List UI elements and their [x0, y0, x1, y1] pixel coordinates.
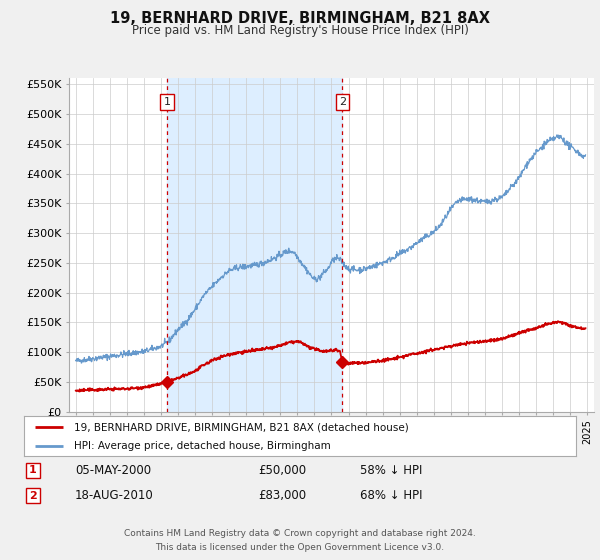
Text: 05-MAY-2000: 05-MAY-2000: [75, 464, 151, 477]
Text: 58% ↓ HPI: 58% ↓ HPI: [360, 464, 422, 477]
Text: Price paid vs. HM Land Registry's House Price Index (HPI): Price paid vs. HM Land Registry's House …: [131, 24, 469, 37]
Text: HPI: Average price, detached house, Birmingham: HPI: Average price, detached house, Birm…: [74, 441, 331, 451]
Text: 18-AUG-2010: 18-AUG-2010: [75, 489, 154, 502]
Text: 19, BERNHARD DRIVE, BIRMINGHAM, B21 8AX (detached house): 19, BERNHARD DRIVE, BIRMINGHAM, B21 8AX …: [74, 422, 409, 432]
Text: 1: 1: [164, 97, 170, 107]
Bar: [167, 78, 342, 412]
Text: 1: 1: [29, 465, 37, 475]
Text: 68% ↓ HPI: 68% ↓ HPI: [360, 489, 422, 502]
Text: 19, BERNHARD DRIVE, BIRMINGHAM, B21 8AX: 19, BERNHARD DRIVE, BIRMINGHAM, B21 8AX: [110, 11, 490, 26]
Text: 2: 2: [29, 491, 37, 501]
Text: £50,000: £50,000: [258, 464, 306, 477]
Text: This data is licensed under the Open Government Licence v3.0.: This data is licensed under the Open Gov…: [155, 543, 445, 552]
Text: Contains HM Land Registry data © Crown copyright and database right 2024.: Contains HM Land Registry data © Crown c…: [124, 529, 476, 538]
Text: 2: 2: [338, 97, 346, 107]
Text: £83,000: £83,000: [258, 489, 306, 502]
